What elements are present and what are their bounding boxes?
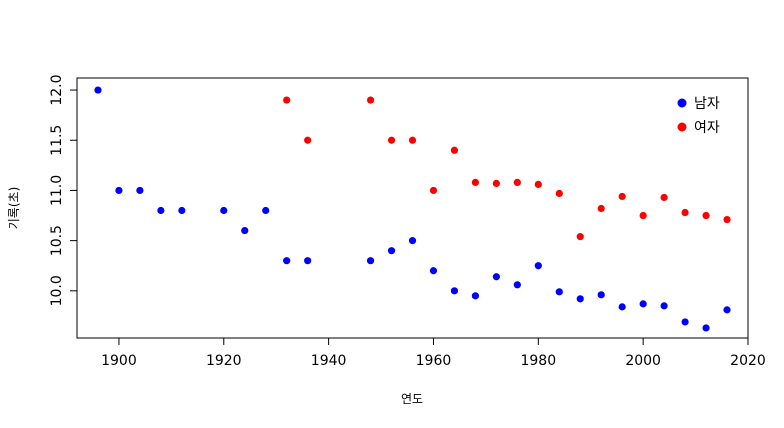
data-point-men: [681, 318, 689, 326]
data-point-women: [450, 146, 459, 154]
data-point-men: [115, 186, 123, 195]
x-tick-label: 1960: [416, 353, 452, 369]
data-point-men: [387, 247, 396, 255]
x-axis-title: 연도: [401, 392, 423, 406]
data-points: [94, 86, 731, 332]
x-tick-label: 1900: [101, 353, 137, 369]
data-point-men: [513, 281, 521, 289]
data-point-men: [157, 206, 165, 215]
data-point-women: [618, 192, 626, 201]
y-tick-label: 10.5: [49, 225, 65, 256]
data-point-men: [471, 292, 480, 300]
y-tick-label: 11.0: [49, 175, 65, 206]
x-tick-label: 1980: [520, 353, 556, 369]
data-point-women: [387, 136, 396, 144]
y-tick-label: 11.5: [49, 125, 65, 156]
data-point-men: [534, 262, 542, 270]
y-axis-title: 기록(초): [7, 187, 21, 229]
data-point-men: [220, 206, 228, 215]
data-point-men: [136, 186, 144, 195]
x-tick-label: 2000: [625, 353, 661, 369]
data-point-men: [555, 288, 563, 296]
data-point-women: [471, 178, 480, 187]
data-point-women: [492, 179, 500, 188]
data-point-women: [513, 178, 521, 187]
data-point-men: [450, 287, 459, 295]
data-point-men: [597, 291, 605, 299]
x-tick-label: 1920: [206, 353, 242, 369]
legend-label-women: 여자: [694, 120, 720, 136]
data-point-men: [178, 206, 186, 215]
legend-marker-women: [677, 122, 687, 132]
data-point-women: [576, 233, 584, 241]
data-point-men: [304, 257, 312, 265]
data-point-men: [492, 273, 500, 281]
x-axis: 1900 1920 1940 1960 1980 2000 2020: [101, 337, 766, 369]
data-point-women: [555, 189, 563, 198]
data-point-women: [660, 193, 668, 202]
data-point-women: [723, 215, 731, 224]
data-point-women: [366, 96, 375, 104]
data-point-men: [639, 300, 647, 308]
legend-marker-men: [677, 98, 687, 108]
data-point-men: [723, 306, 731, 314]
data-point-men: [618, 303, 626, 311]
data-point-men: [429, 267, 438, 275]
data-point-men: [262, 206, 270, 215]
legend-label-men: 남자: [694, 96, 720, 112]
data-point-men: [702, 324, 710, 332]
data-point-men: [660, 302, 668, 310]
data-point-women: [429, 186, 438, 195]
data-point-women: [639, 211, 647, 220]
y-axis: 10.0 10.5 11.0 11.5 12.0: [49, 74, 78, 306]
data-point-men: [366, 257, 375, 265]
data-point-men: [283, 257, 291, 265]
data-point-men: [408, 237, 417, 245]
x-tick-label: 2020: [730, 353, 766, 369]
y-tick-label: 12.0: [49, 74, 65, 105]
plot-frame: [76, 77, 749, 339]
data-point-women: [702, 211, 710, 220]
data-point-women: [408, 136, 417, 144]
x-tick-label: 1940: [311, 353, 347, 369]
data-point-women: [304, 136, 312, 144]
data-point-men: [241, 226, 249, 235]
data-point-men: [576, 295, 584, 303]
data-point-women: [534, 180, 542, 189]
y-tick-label: 10.0: [49, 275, 65, 306]
data-point-women: [283, 96, 291, 104]
data-point-men: [94, 86, 102, 94]
data-point-women: [597, 204, 605, 213]
data-point-women: [681, 208, 689, 217]
